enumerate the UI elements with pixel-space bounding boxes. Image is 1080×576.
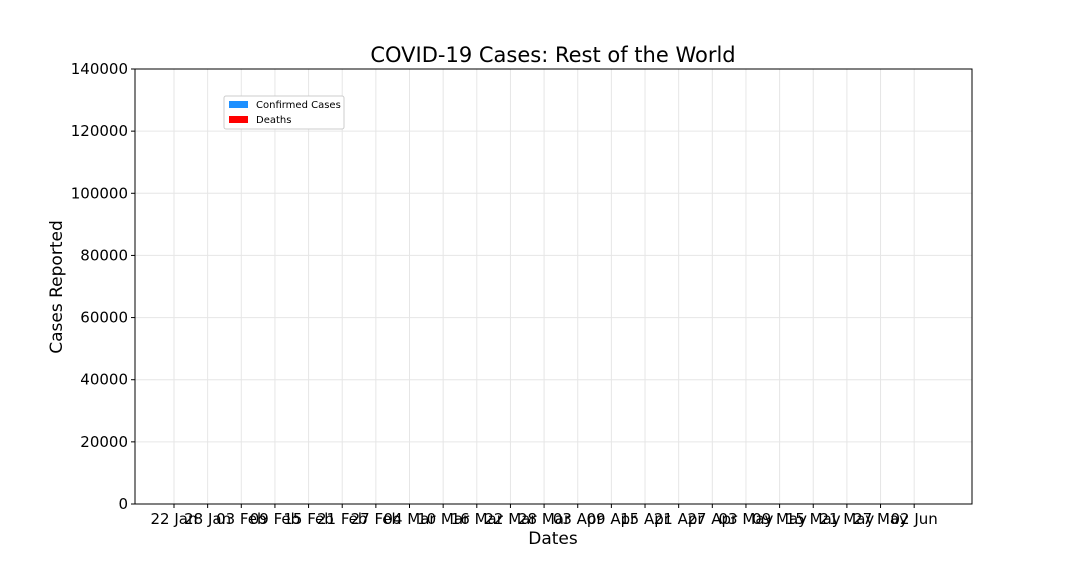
x-tick-label: 09 Feb (250, 510, 300, 528)
x-tick-label: 22 Jan (151, 510, 198, 528)
x-tick-label: 27 Feb (351, 510, 401, 528)
x-tick-label: 03 Apr (553, 510, 604, 528)
legend-swatch-confirmed (229, 101, 248, 108)
x-tick-label: 21 Feb (317, 510, 367, 528)
x-tick-label: 28 Jan (184, 510, 231, 528)
y-tick-label: 40000 (80, 371, 128, 389)
x-tick-label: 15 Feb (283, 510, 333, 528)
x-axis-title: Dates (528, 529, 578, 549)
y-tick-label: 100000 (71, 184, 128, 202)
x-tick-label: 27 May (853, 510, 908, 528)
x-tick-label: 09 Apr (586, 510, 637, 528)
x-tick-label: 10 Mar (417, 510, 470, 528)
y-tick-label: 60000 (80, 309, 128, 327)
legend-label-confirmed: Confirmed Cases (256, 100, 341, 111)
x-tick-label: 15 Apr (620, 510, 671, 528)
legend: Confirmed Cases Deaths (223, 95, 345, 130)
x-tick-label: 21 Apr (654, 510, 705, 528)
y-tick-label: 0 (118, 495, 128, 513)
legend-label-deaths: Deaths (256, 115, 291, 126)
y-tick-label: 80000 (80, 246, 128, 264)
legend-box (223, 95, 345, 130)
y-axis-title: Cases Reported (47, 220, 67, 353)
x-tick-label: 15 May (786, 510, 841, 528)
x-tick-label: 28 Mar (518, 510, 571, 528)
y-tick-label: 20000 (80, 433, 128, 451)
x-tick-label: 09 May (752, 510, 807, 528)
y-tick-label: 120000 (71, 122, 128, 140)
legend-swatch-deaths (229, 116, 248, 123)
x-tick-label: 03 Feb (216, 510, 266, 528)
chart-title: COVID-19 Cases: Rest of the World (370, 43, 735, 67)
y-tick-label: 140000 (71, 60, 128, 78)
x-tick-label: 02 Jun (891, 510, 938, 528)
y-axis: 0 20000 40000 60000 80000 100000 120000 140000 (71, 60, 135, 513)
x-tick-label: 16 Mar (451, 510, 504, 528)
plot-frame (134, 68, 973, 505)
x-tick-label: 22 Mar (484, 510, 537, 528)
x-tick-label: 04 Mar (383, 510, 436, 528)
x-tick-label: 21 May (819, 510, 874, 528)
x-tick-label: 27 Apr (687, 510, 738, 528)
x-tick-label: 03 May (719, 510, 774, 528)
